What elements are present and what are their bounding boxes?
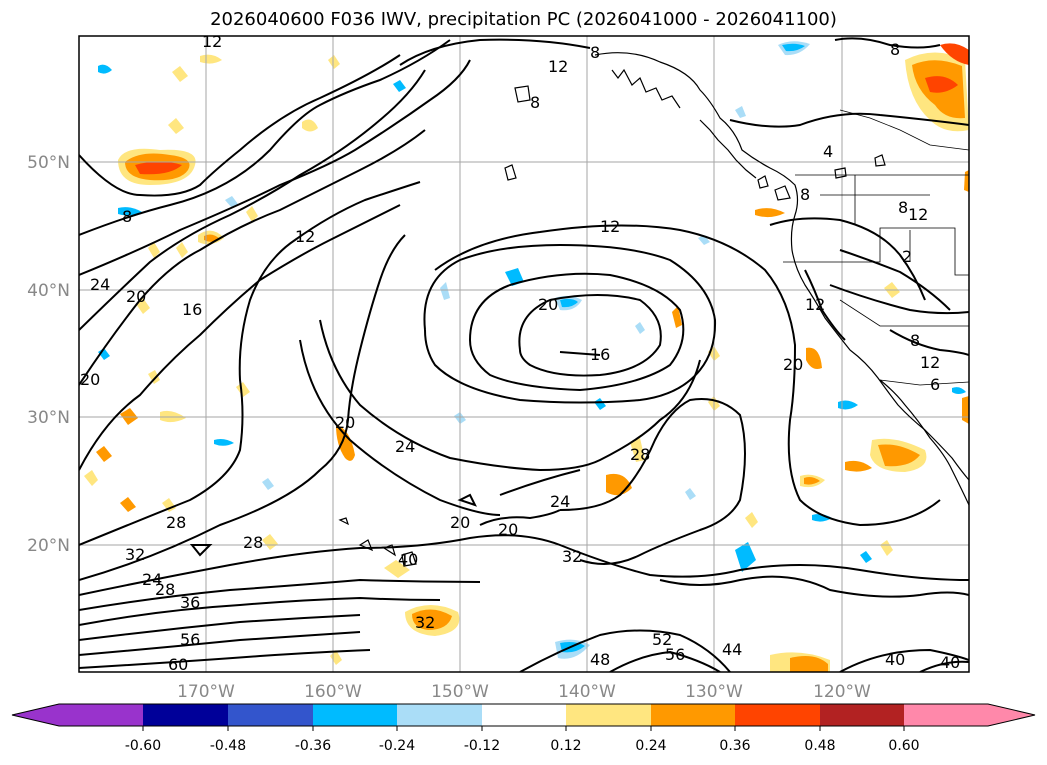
colorbar-tick-label: -0.24: [379, 738, 415, 754]
contour-label: 24: [142, 570, 162, 589]
contour-label: 56: [665, 645, 685, 664]
contour-label: 6: [930, 375, 940, 394]
contour-label: 20: [783, 355, 803, 374]
contour-labels: 12 8 12 8 8 4 8 8 12 12 24 20 16 12 20 1…: [80, 32, 960, 674]
map-frame: [78, 35, 970, 673]
contour-label: 12: [295, 227, 315, 246]
colorbar-tick-label: 0.12: [550, 738, 581, 754]
contour-label: 24: [395, 437, 415, 456]
colorbar-ticks: [142, 726, 905, 731]
contour-label: 8: [122, 207, 132, 226]
lat-label-20n: 20°N: [27, 536, 70, 556]
colorbar-extend-min: [12, 704, 59, 726]
contour-label: 8: [590, 43, 600, 62]
colorbar-tick-label: 0.60: [888, 738, 919, 754]
colorbar-tick-label: -0.60: [125, 738, 161, 754]
contour-label: 8: [890, 40, 900, 59]
graticule: [79, 36, 969, 672]
contour-label: 12: [908, 205, 928, 224]
colorbar-tick-label: -0.48: [210, 738, 246, 754]
lon-label-160w: 160°W: [304, 682, 362, 702]
contour-label: 20: [450, 513, 470, 532]
iwv-contours: [79, 37, 969, 672]
colorbar-bin: [566, 704, 652, 726]
colorbar-bin: [904, 704, 989, 726]
contour-label: 12: [600, 217, 620, 236]
contour-label: 8: [800, 185, 810, 204]
contour-label: 24: [90, 275, 110, 294]
latitude-labels: 50°N 40°N 30°N 20°N: [27, 153, 70, 556]
map-area: [79, 36, 969, 672]
colorbar-extend-max: [988, 704, 1035, 726]
contour-label: 32: [562, 547, 582, 566]
contour-label: 44: [722, 640, 742, 659]
lon-label-140w: 140°W: [558, 682, 616, 702]
contour-label: 2: [902, 247, 912, 266]
contour-label: 8: [910, 331, 920, 350]
contour-label: 8: [530, 93, 540, 112]
contour-label: 40: [885, 650, 905, 669]
colorbar-bin: [482, 704, 568, 726]
contour-label: 24: [550, 492, 570, 511]
colorbar-bin: [143, 704, 229, 726]
contour-label: 20: [80, 370, 100, 389]
contour-label: 28: [243, 533, 263, 552]
contour-label: 52: [652, 630, 672, 649]
contour-label: 8: [898, 198, 908, 217]
contour-label: 20: [126, 287, 146, 306]
contour-label: 28: [630, 445, 650, 464]
contour-label: 12: [805, 295, 825, 314]
contour-label: 28: [155, 580, 175, 599]
lat-label-50n: 50°N: [27, 153, 70, 173]
lon-label-170w: 170°W: [177, 682, 235, 702]
colorbar-bin: [59, 704, 144, 726]
contour-label: 32: [125, 545, 145, 564]
contour-label: 12: [548, 57, 568, 76]
colorbar-tick-label: 0.48: [804, 738, 835, 754]
lat-label-30n: 30°N: [27, 408, 70, 428]
colorbar-tick-labels: -0.60 -0.48 -0.36 -0.24 -0.12 0.12 0.24 …: [125, 738, 920, 754]
colorbar: -0.60 -0.48 -0.36 -0.24 -0.12 0.12 0.24 …: [11, 703, 1036, 754]
contour-label: 28: [166, 513, 186, 532]
contour-label: 12: [920, 353, 940, 372]
contour-label: 40: [940, 653, 960, 672]
lat-label-40n: 40°N: [27, 281, 70, 301]
colorbar-bin: [313, 704, 399, 726]
plot-title: 2026040600 F036 IWV, precipitation PC (2…: [210, 9, 837, 30]
coastlines: [338, 52, 969, 567]
contour-label: 4: [823, 142, 833, 161]
contour-label: 20: [335, 413, 355, 432]
colorbar-tick-label: 0.24: [635, 738, 666, 754]
colorbar-bin: [228, 704, 314, 726]
contour-label: 16: [590, 345, 610, 364]
political-borders: [783, 109, 969, 386]
contour-label: 60: [168, 655, 188, 674]
contour-label: 20: [498, 520, 518, 539]
contour-label: 56: [180, 630, 200, 649]
colorbar-bin: [820, 704, 905, 726]
colorbar-bin: [651, 704, 737, 726]
contour-label: 36: [180, 593, 200, 612]
lon-label-120w: 120°W: [813, 682, 871, 702]
colorbar-tick-label: -0.12: [464, 738, 500, 754]
contour-label: 48: [590, 650, 610, 669]
colorbar-bin: [397, 704, 483, 726]
colorbar-tick-label: 0.36: [719, 738, 750, 754]
colorbar-tick-label: -0.36: [295, 738, 331, 754]
contour-label: 32: [415, 613, 435, 632]
lon-label-150w: 150°W: [431, 682, 489, 702]
colorbar-bin: [735, 704, 821, 726]
contour-label: 12: [202, 32, 222, 51]
longitude-labels: 170°W 160°W 150°W 140°W 130°W 120°W: [177, 682, 871, 702]
contour-label: 16: [182, 300, 202, 319]
contour-label: 40: [398, 550, 418, 569]
contour-label: 20: [538, 295, 558, 314]
lon-label-130w: 130°W: [685, 682, 743, 702]
